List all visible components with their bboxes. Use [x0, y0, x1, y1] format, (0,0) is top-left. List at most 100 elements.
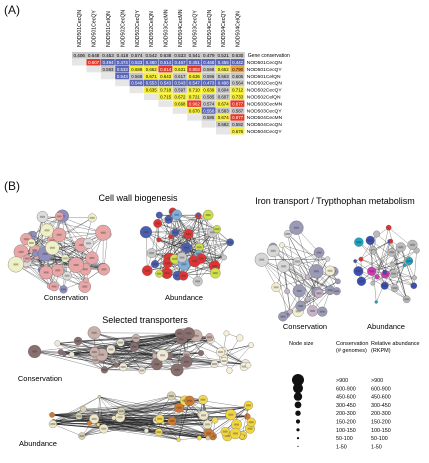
network-node	[118, 362, 128, 372]
network-edge	[81, 400, 185, 437]
legend-abundance-range: 50-100	[371, 436, 388, 442]
network-node	[374, 274, 380, 280]
network-edge	[384, 241, 390, 273]
matrix-cell	[216, 65, 230, 73]
node-tag	[93, 359, 99, 362]
gene-conservation-value: 0.406	[73, 53, 85, 58]
network-node	[30, 231, 37, 237]
network-edge	[176, 214, 217, 230]
matrix-cell-value: 0.597	[175, 88, 187, 93]
network-node	[156, 237, 162, 243]
network-node	[314, 288, 324, 298]
network-edge	[121, 411, 159, 433]
network-node	[97, 263, 110, 276]
network-node	[89, 347, 100, 358]
node-tag	[91, 331, 97, 334]
network-edge	[52, 423, 83, 437]
node-tag	[298, 305, 304, 308]
node-tag	[355, 270, 361, 273]
node-tag	[285, 232, 291, 235]
legend-conservation-header-2: (# genomes)	[336, 348, 367, 354]
network-edge	[170, 236, 231, 243]
matrix-cell	[230, 121, 245, 128]
node-tag	[64, 274, 70, 277]
matrix-diagonal-cell	[115, 79, 130, 87]
matrix-cell	[158, 86, 173, 94]
node-tag	[56, 233, 62, 236]
network-node	[367, 266, 377, 276]
matrix-cell	[216, 114, 230, 121]
iron-abundance-network	[353, 224, 420, 304]
network-edge	[57, 343, 105, 370]
network-node	[155, 269, 164, 278]
matrix-cell	[115, 59, 130, 66]
network-node	[39, 265, 53, 280]
network-node	[83, 277, 89, 284]
network-node	[151, 260, 160, 269]
matrix-cell-value: 0.451	[189, 60, 201, 65]
network-node	[7, 256, 24, 273]
node-tag	[44, 229, 50, 232]
node-tag	[369, 270, 375, 273]
node-tag	[174, 368, 180, 371]
node-tag	[270, 249, 276, 252]
node-tag	[211, 363, 217, 366]
network-node	[243, 400, 254, 410]
network-edge	[157, 223, 231, 243]
network-node	[313, 247, 325, 258]
network-edge	[272, 247, 338, 282]
network-node	[209, 267, 221, 279]
matrix-cell-value: 0.543	[160, 81, 172, 86]
network-node	[54, 212, 64, 221]
node-tag	[32, 249, 38, 252]
network-edge	[370, 240, 386, 275]
network-edge	[261, 259, 337, 292]
node-tag	[201, 414, 207, 417]
network-edge	[146, 395, 172, 431]
iron-abundance-label: Abundance	[367, 322, 405, 331]
matrix-cell	[201, 86, 216, 94]
node-tag	[55, 269, 61, 272]
matrix-cell-value: 0.712	[232, 88, 244, 93]
node-tag	[327, 289, 333, 292]
matrix-diagonal-cell	[187, 114, 202, 121]
network-edge	[229, 345, 252, 371]
matrix-cell	[216, 72, 230, 80]
network-node	[62, 351, 67, 357]
node-tag	[165, 262, 171, 265]
network-node	[304, 296, 311, 302]
node-tag	[196, 252, 202, 255]
node-tag	[398, 246, 404, 249]
matrix-cell-value: 0.467	[175, 60, 187, 65]
network-node	[40, 223, 54, 238]
node-tag	[178, 338, 184, 341]
network-node	[155, 414, 165, 424]
matrix-cell-value: 0.586	[203, 115, 215, 120]
matrix-cell	[158, 59, 173, 66]
legend-abundance-range: 300-450	[371, 403, 391, 409]
network-edge	[208, 407, 247, 434]
tr-abundance-network	[48, 391, 251, 442]
network-node	[293, 257, 302, 266]
node-tag	[192, 260, 198, 263]
network-node	[85, 251, 99, 265]
network-node	[111, 415, 117, 421]
network-node	[380, 281, 389, 290]
matrix-cell-value: 0.877	[232, 101, 244, 106]
legend-abundance-header-1: Relative abundance	[371, 341, 420, 347]
network-edge	[154, 218, 205, 265]
network-edge	[358, 270, 414, 286]
transporters-title: Selected transporters	[102, 315, 188, 325]
network-node	[79, 405, 87, 413]
node-tag	[334, 290, 340, 293]
node-tag	[404, 298, 410, 301]
matrix-row-label: NOD504CecQN	[247, 122, 283, 128]
network-node	[75, 412, 83, 420]
node-tag	[152, 263, 158, 266]
network-node	[402, 295, 411, 304]
network-edge	[62, 216, 68, 276]
node-tag	[259, 258, 265, 261]
network-node	[49, 412, 55, 418]
matrix-col-header: NOD502CelQN	[149, 11, 155, 47]
